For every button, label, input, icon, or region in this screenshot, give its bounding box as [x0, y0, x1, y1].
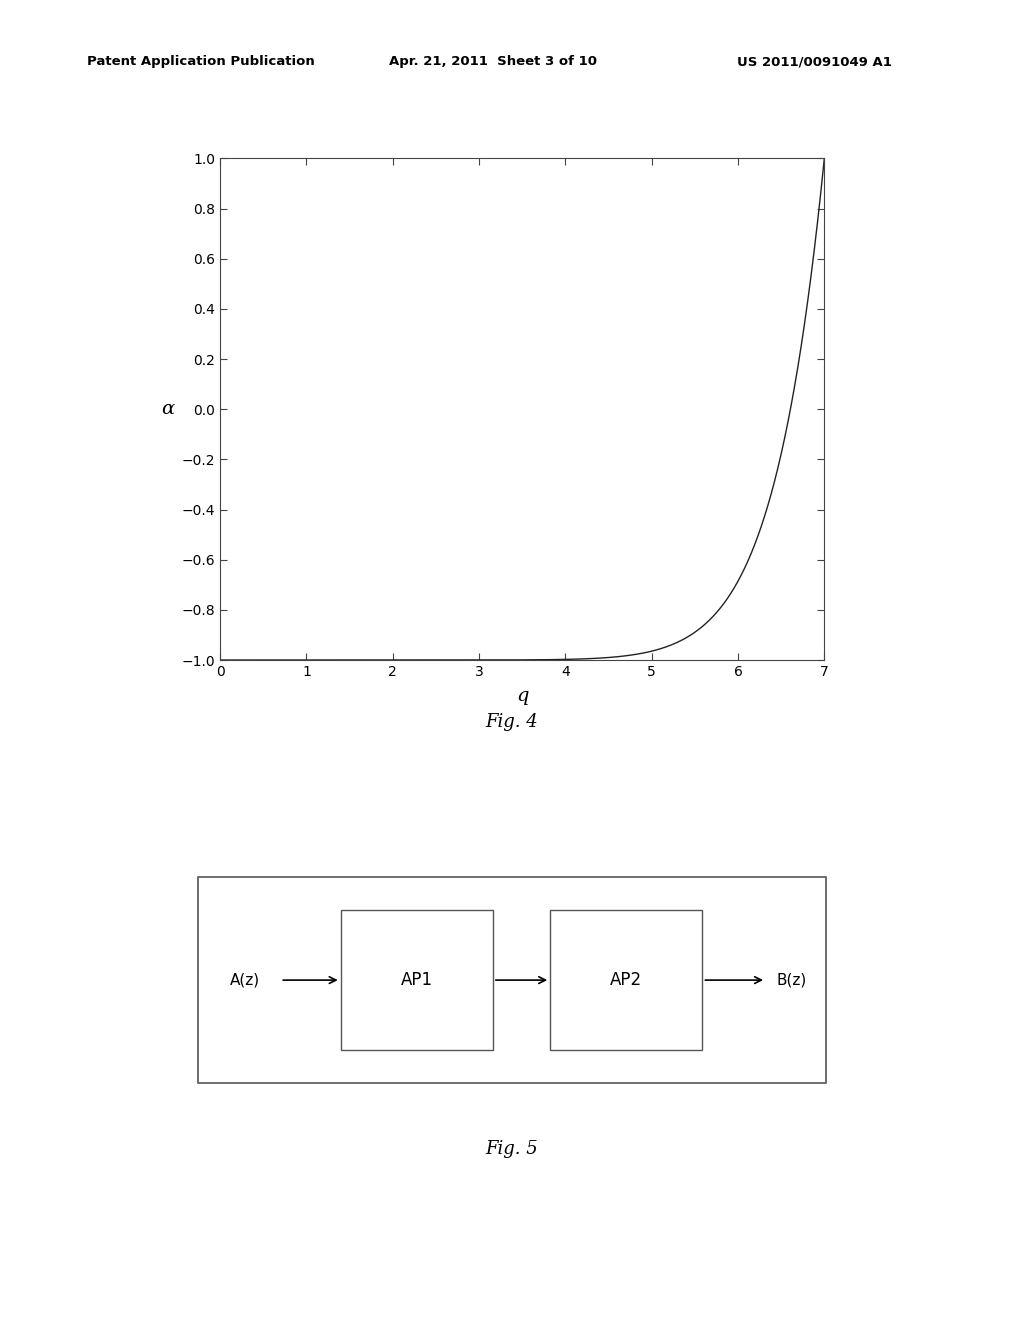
- Text: A(z): A(z): [230, 973, 260, 987]
- X-axis label: q: q: [516, 688, 528, 705]
- Text: Apr. 21, 2011  Sheet 3 of 10: Apr. 21, 2011 Sheet 3 of 10: [389, 55, 597, 69]
- Text: AP1: AP1: [400, 972, 433, 989]
- Bar: [550, 911, 702, 1049]
- Text: AP2: AP2: [610, 972, 642, 989]
- Text: US 2011/0091049 A1: US 2011/0091049 A1: [737, 55, 892, 69]
- Text: Fig. 5: Fig. 5: [485, 1140, 539, 1159]
- Text: Patent Application Publication: Patent Application Publication: [87, 55, 314, 69]
- Text: B(z): B(z): [776, 973, 807, 987]
- Bar: [341, 911, 493, 1049]
- Y-axis label: α: α: [161, 400, 174, 418]
- Text: Fig. 4: Fig. 4: [485, 713, 539, 731]
